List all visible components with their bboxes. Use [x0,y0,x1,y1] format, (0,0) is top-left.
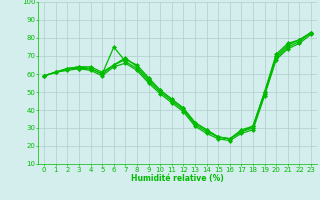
X-axis label: Humidité relative (%): Humidité relative (%) [131,174,224,183]
